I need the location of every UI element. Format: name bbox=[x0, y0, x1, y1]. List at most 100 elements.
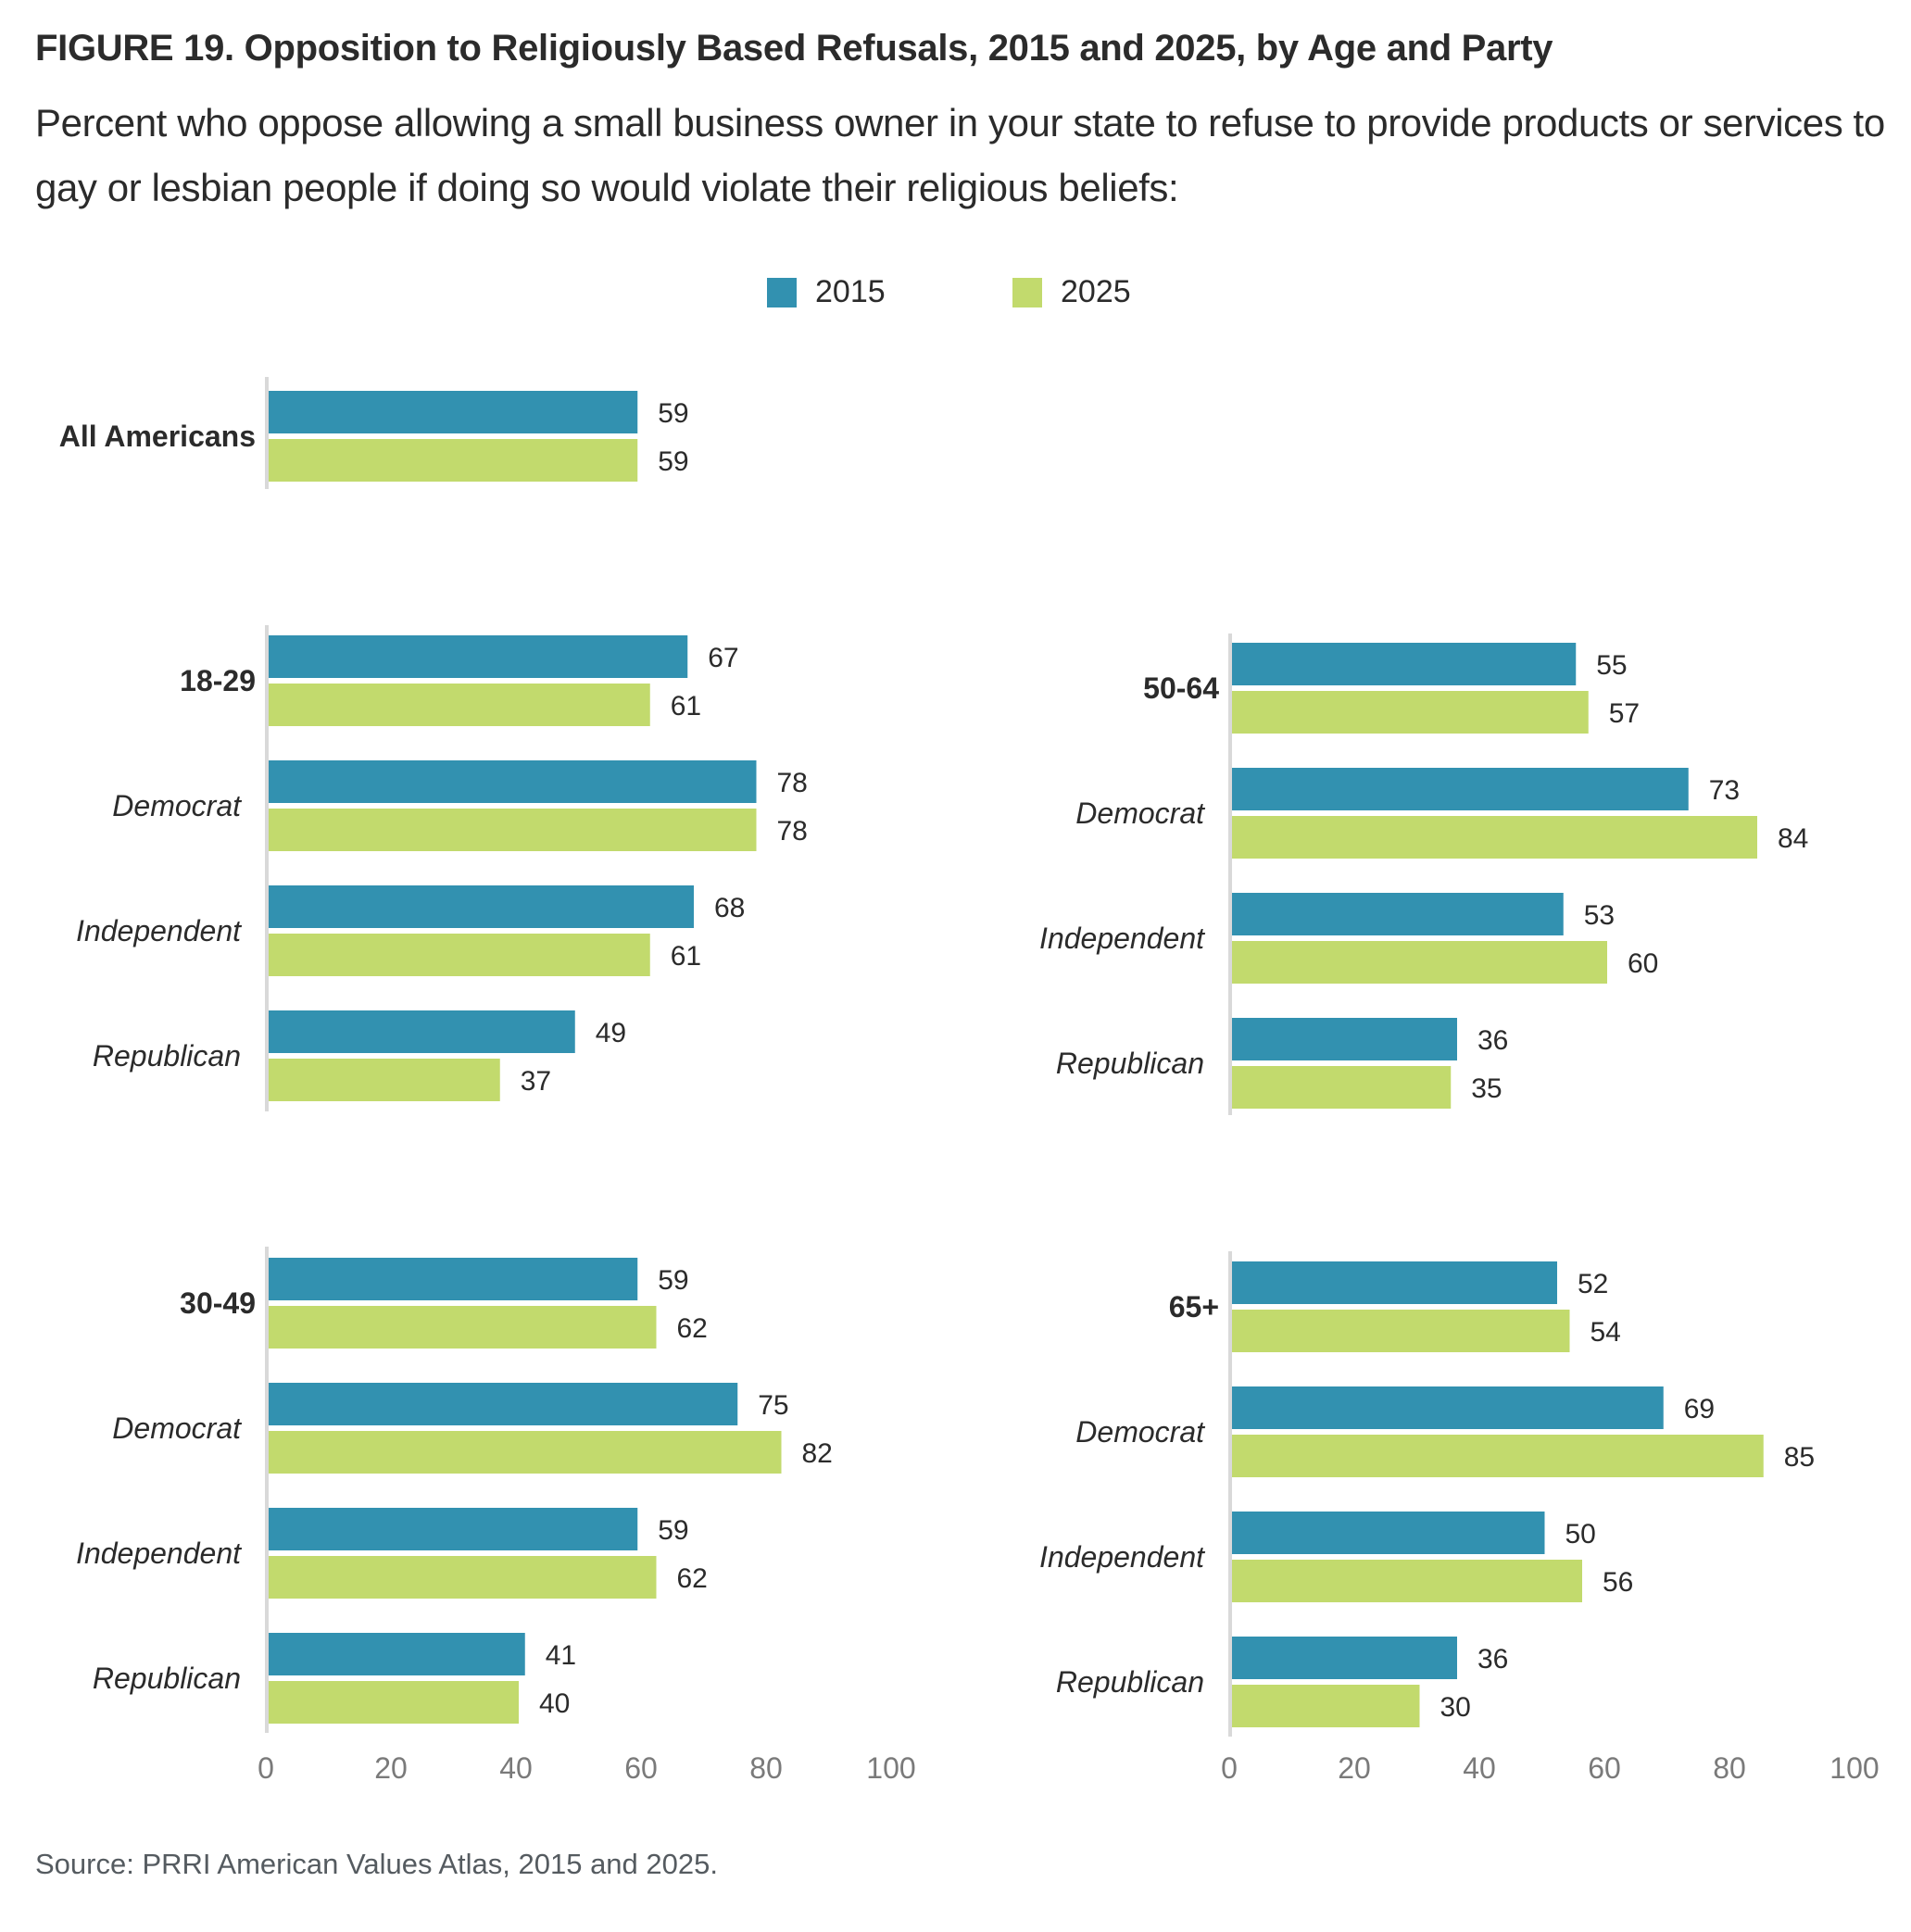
bar-2025 bbox=[1232, 691, 1589, 734]
x-tick-label: 60 bbox=[624, 1751, 658, 1785]
bar-2025 bbox=[269, 1306, 657, 1349]
value-label: 35 bbox=[1471, 1073, 1502, 1104]
value-label: 59 bbox=[658, 1265, 688, 1296]
category-label: 65+ bbox=[1169, 1290, 1219, 1324]
bar-2015 bbox=[269, 635, 688, 678]
bar-2025 bbox=[1232, 1435, 1764, 1477]
value-label: 54 bbox=[1590, 1317, 1621, 1348]
bar-2025 bbox=[269, 809, 757, 851]
value-label: 84 bbox=[1778, 823, 1808, 854]
category-label: Democrat bbox=[112, 1411, 242, 1445]
value-label: 36 bbox=[1477, 1644, 1508, 1675]
value-label: 59 bbox=[658, 1515, 688, 1546]
bar-2015 bbox=[269, 391, 638, 433]
value-label: 85 bbox=[1784, 1442, 1815, 1473]
category-label: Democrat bbox=[112, 789, 242, 822]
value-label: 41 bbox=[546, 1640, 576, 1671]
category-label: Independent bbox=[1039, 922, 1205, 955]
value-label: 36 bbox=[1477, 1025, 1508, 1056]
category-label: Republican bbox=[1056, 1665, 1204, 1699]
category-label: Republican bbox=[93, 1662, 241, 1695]
bar-2015 bbox=[269, 1010, 575, 1053]
category-label: 30-49 bbox=[180, 1286, 256, 1320]
value-label: 61 bbox=[671, 691, 701, 721]
bar-2015 bbox=[1232, 643, 1577, 685]
value-label: 68 bbox=[714, 893, 745, 923]
bar-2015 bbox=[1232, 1512, 1545, 1554]
legend-label-2015: 2015 bbox=[815, 274, 886, 309]
value-label: 53 bbox=[1584, 900, 1615, 931]
value-label: 73 bbox=[1709, 775, 1740, 806]
value-label: 59 bbox=[658, 398, 688, 429]
category-label: Republican bbox=[1056, 1047, 1204, 1080]
bar-2015 bbox=[269, 1633, 525, 1675]
value-label: 82 bbox=[802, 1438, 833, 1469]
bar-2025 bbox=[1232, 1560, 1582, 1602]
bar-2015 bbox=[1232, 1261, 1557, 1304]
bar-2025 bbox=[1232, 1310, 1570, 1352]
category-label: 50-64 bbox=[1143, 671, 1219, 705]
x-tick-label: 40 bbox=[499, 1751, 533, 1785]
category-label: Independent bbox=[76, 914, 242, 947]
category-label: Democrat bbox=[1075, 797, 1205, 830]
legend-swatch-2025 bbox=[1012, 277, 1042, 307]
value-label: 55 bbox=[1596, 650, 1627, 681]
bar-2015 bbox=[269, 1383, 738, 1425]
bar-2015 bbox=[1232, 1637, 1457, 1679]
bar-2025 bbox=[1232, 816, 1757, 859]
bar-2025 bbox=[269, 1431, 782, 1474]
bar-2025 bbox=[1232, 1066, 1452, 1109]
value-label: 40 bbox=[539, 1688, 570, 1719]
bar-2025 bbox=[269, 934, 650, 976]
value-label: 78 bbox=[777, 816, 808, 847]
bar-2015 bbox=[269, 760, 757, 803]
bar-2015 bbox=[1232, 893, 1564, 935]
value-label: 49 bbox=[596, 1018, 626, 1048]
legend-item-2015: 2015 bbox=[767, 274, 886, 310]
x-tick-label: 20 bbox=[1338, 1751, 1371, 1785]
value-label: 59 bbox=[658, 446, 688, 477]
x-tick-label: 100 bbox=[1829, 1751, 1879, 1785]
x-tick-label: 60 bbox=[1588, 1751, 1621, 1785]
value-label: 52 bbox=[1578, 1269, 1608, 1299]
legend-label-2025: 2025 bbox=[1061, 274, 1131, 309]
bar-2025 bbox=[269, 1681, 519, 1724]
bar-2015 bbox=[1232, 1386, 1664, 1429]
value-label: 37 bbox=[521, 1066, 551, 1097]
bar-2025 bbox=[269, 684, 650, 726]
value-label: 69 bbox=[1684, 1394, 1715, 1424]
category-label: Democrat bbox=[1075, 1415, 1205, 1449]
x-tick-label: 0 bbox=[1221, 1751, 1238, 1785]
x-tick-label: 40 bbox=[1463, 1751, 1496, 1785]
bar-2015 bbox=[269, 1258, 638, 1300]
value-label: 60 bbox=[1628, 948, 1658, 979]
source-note: Source: PRRI American Values Atlas, 2015… bbox=[35, 1848, 718, 1880]
category-label: All Americans bbox=[59, 420, 256, 453]
figure-title: FIGURE 19. Opposition to Religiously Bas… bbox=[35, 28, 1553, 69]
value-label: 30 bbox=[1440, 1692, 1471, 1723]
value-label: 67 bbox=[708, 643, 738, 673]
x-tick-label: 0 bbox=[258, 1751, 274, 1785]
value-label: 57 bbox=[1609, 698, 1640, 729]
legend-item-2025: 2025 bbox=[1012, 274, 1131, 310]
x-tick-label: 100 bbox=[866, 1751, 915, 1785]
category-label: Independent bbox=[1039, 1540, 1205, 1574]
category-label: Independent bbox=[76, 1537, 242, 1570]
bar-2025 bbox=[1232, 1685, 1420, 1727]
value-label: 62 bbox=[677, 1563, 708, 1594]
bar-2025 bbox=[1232, 941, 1607, 984]
x-tick-label: 20 bbox=[374, 1751, 408, 1785]
value-label: 62 bbox=[677, 1313, 708, 1344]
bar-2015 bbox=[269, 885, 694, 928]
value-label: 56 bbox=[1603, 1567, 1633, 1598]
bar-2025 bbox=[269, 1059, 500, 1101]
x-tick-label: 80 bbox=[749, 1751, 783, 1785]
legend-swatch-2015 bbox=[767, 277, 797, 307]
value-label: 50 bbox=[1565, 1519, 1596, 1549]
legend: 2015 2025 bbox=[0, 274, 1911, 311]
category-label: Republican bbox=[93, 1039, 241, 1073]
value-label: 78 bbox=[777, 768, 808, 798]
bar-2025 bbox=[269, 1556, 657, 1599]
value-label: 75 bbox=[758, 1390, 788, 1421]
